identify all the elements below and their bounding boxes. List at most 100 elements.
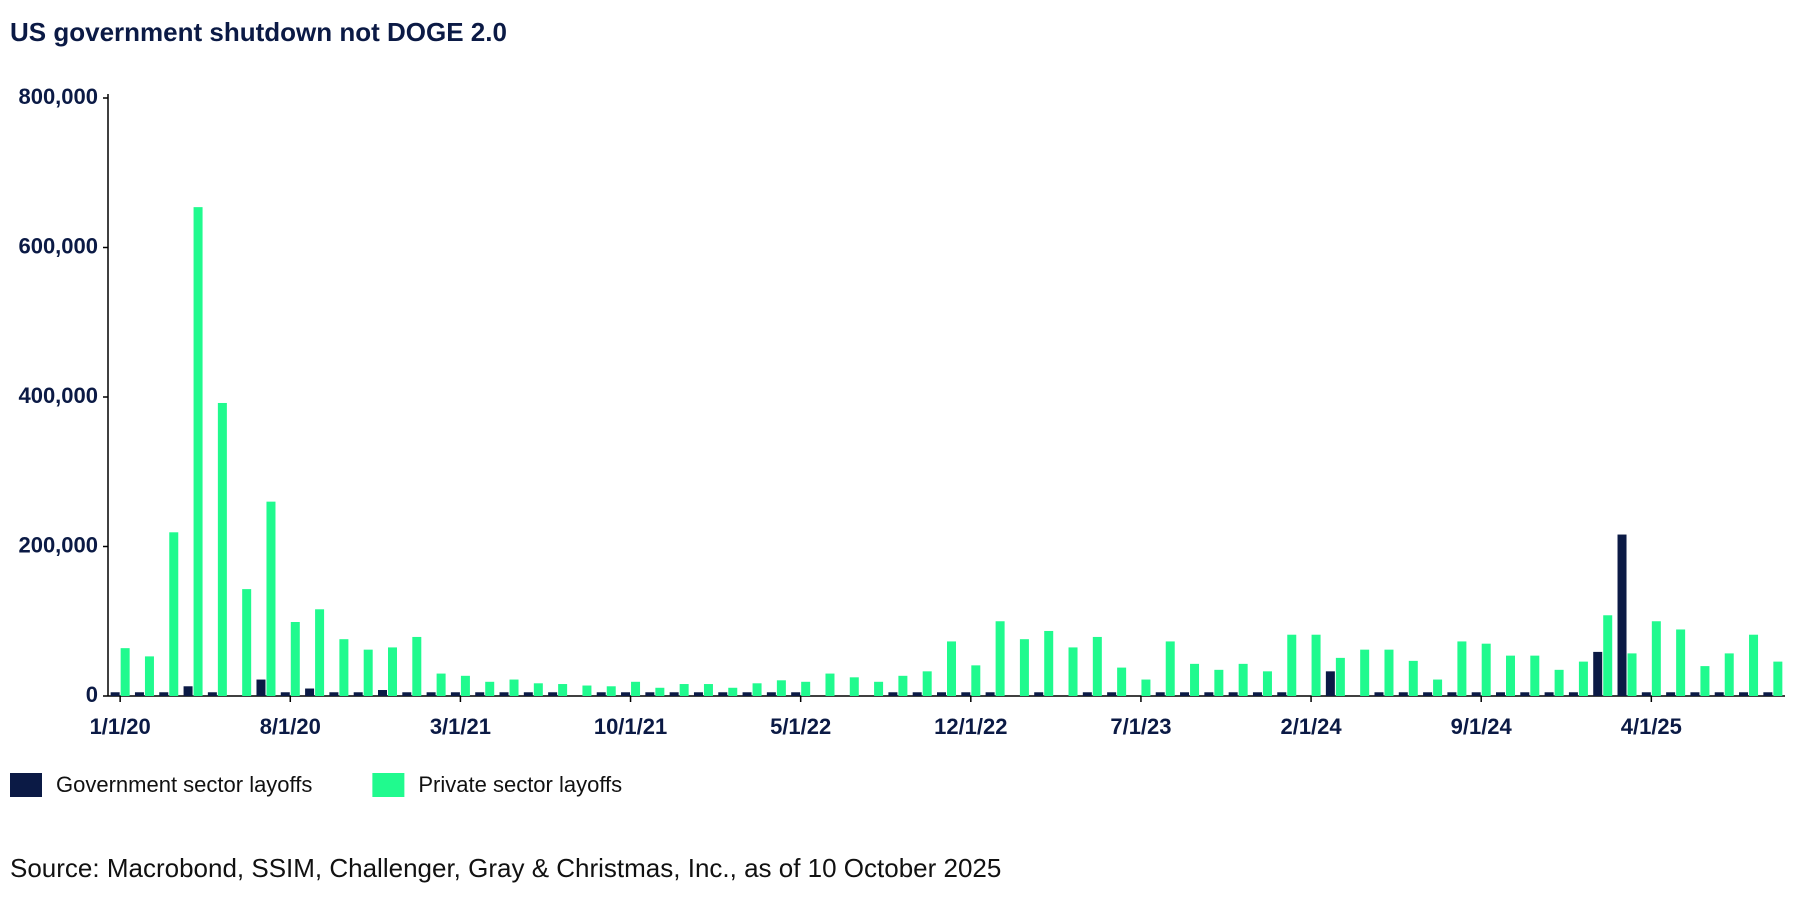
y-tick-label: 800,000	[18, 84, 98, 109]
bar	[1141, 679, 1151, 696]
x-tick-label: 8/1/20	[260, 714, 321, 739]
bar	[1471, 692, 1481, 696]
bar	[1204, 692, 1214, 696]
bar	[1311, 634, 1321, 696]
bar	[1019, 639, 1029, 696]
bar	[1092, 636, 1102, 696]
bar	[1180, 692, 1190, 696]
bar	[1117, 667, 1127, 696]
bar	[1190, 663, 1200, 696]
bar	[1287, 634, 1297, 696]
bar	[1651, 621, 1661, 696]
bar	[606, 686, 616, 696]
bar	[1627, 653, 1637, 696]
bar	[110, 692, 120, 696]
bar	[1155, 692, 1165, 696]
bar	[1554, 669, 1564, 696]
bar	[217, 402, 227, 696]
bar	[1433, 679, 1443, 696]
bar	[801, 681, 811, 696]
bar	[378, 690, 387, 696]
source-note: Source: Macrobond, SSIM, Challenger, Gra…	[10, 853, 1001, 883]
bar	[1457, 641, 1467, 696]
bar	[159, 692, 169, 696]
bar	[631, 681, 641, 696]
bar	[874, 681, 884, 696]
legend-label: Private sector layoffs	[418, 772, 622, 797]
bar	[679, 684, 689, 696]
bar	[728, 687, 738, 696]
bar	[645, 692, 655, 696]
y-tick-label: 0	[86, 682, 98, 707]
bar	[315, 609, 325, 696]
bar	[388, 647, 397, 696]
bar	[1335, 657, 1345, 696]
bar	[1481, 643, 1491, 696]
bar	[1034, 692, 1044, 696]
bar	[1325, 671, 1335, 696]
bar	[1763, 692, 1773, 696]
bar	[305, 688, 315, 696]
bar	[766, 692, 776, 696]
bar	[1068, 647, 1078, 696]
bar	[985, 692, 995, 696]
x-tick-label: 3/1/21	[430, 714, 491, 739]
y-tick-label: 600,000	[18, 233, 98, 258]
bar	[703, 684, 713, 696]
bar	[1360, 649, 1370, 696]
bar	[402, 692, 412, 696]
bar	[558, 684, 568, 696]
bar	[971, 665, 981, 696]
bar	[207, 692, 217, 696]
bar	[1773, 661, 1783, 696]
bar	[718, 692, 728, 696]
legend-label: Government sector layoffs	[56, 772, 312, 797]
bar	[825, 673, 835, 696]
bar	[1277, 692, 1287, 696]
bar	[776, 680, 786, 696]
bar	[290, 621, 300, 696]
bar	[120, 648, 130, 696]
bar	[426, 692, 436, 696]
bar	[1544, 692, 1554, 696]
bar	[742, 692, 752, 696]
bar	[1214, 669, 1224, 696]
bar	[849, 677, 859, 696]
bar	[1374, 692, 1384, 696]
bar	[523, 692, 533, 696]
bar	[450, 692, 460, 696]
bar	[912, 692, 922, 696]
x-tick-label: 4/1/25	[1621, 714, 1682, 739]
bar	[1690, 692, 1700, 696]
bar	[193, 207, 203, 696]
bar	[509, 679, 519, 696]
bar	[596, 692, 606, 696]
bar	[533, 683, 543, 696]
bar	[1506, 655, 1515, 696]
bar	[669, 692, 679, 696]
bar	[353, 692, 363, 696]
legend-swatch	[10, 773, 42, 797]
bar	[242, 589, 252, 696]
bar	[1107, 692, 1117, 696]
bar	[1739, 692, 1749, 696]
bar	[134, 692, 144, 696]
x-tick-label: 2/1/24	[1280, 714, 1342, 739]
bar	[922, 671, 932, 696]
bar	[1617, 534, 1627, 696]
bar	[1666, 692, 1676, 696]
bar	[1252, 692, 1262, 696]
bar	[1447, 692, 1457, 696]
y-tick-label: 400,000	[18, 383, 98, 408]
bar	[280, 692, 290, 696]
bar	[582, 685, 592, 696]
bar	[1530, 655, 1540, 696]
bar	[752, 683, 762, 696]
bar	[1228, 692, 1238, 696]
y-tick-label: 200,000	[18, 532, 98, 557]
bar	[256, 679, 266, 696]
bar	[1384, 649, 1394, 696]
bar	[1520, 692, 1530, 696]
bar	[339, 639, 349, 696]
